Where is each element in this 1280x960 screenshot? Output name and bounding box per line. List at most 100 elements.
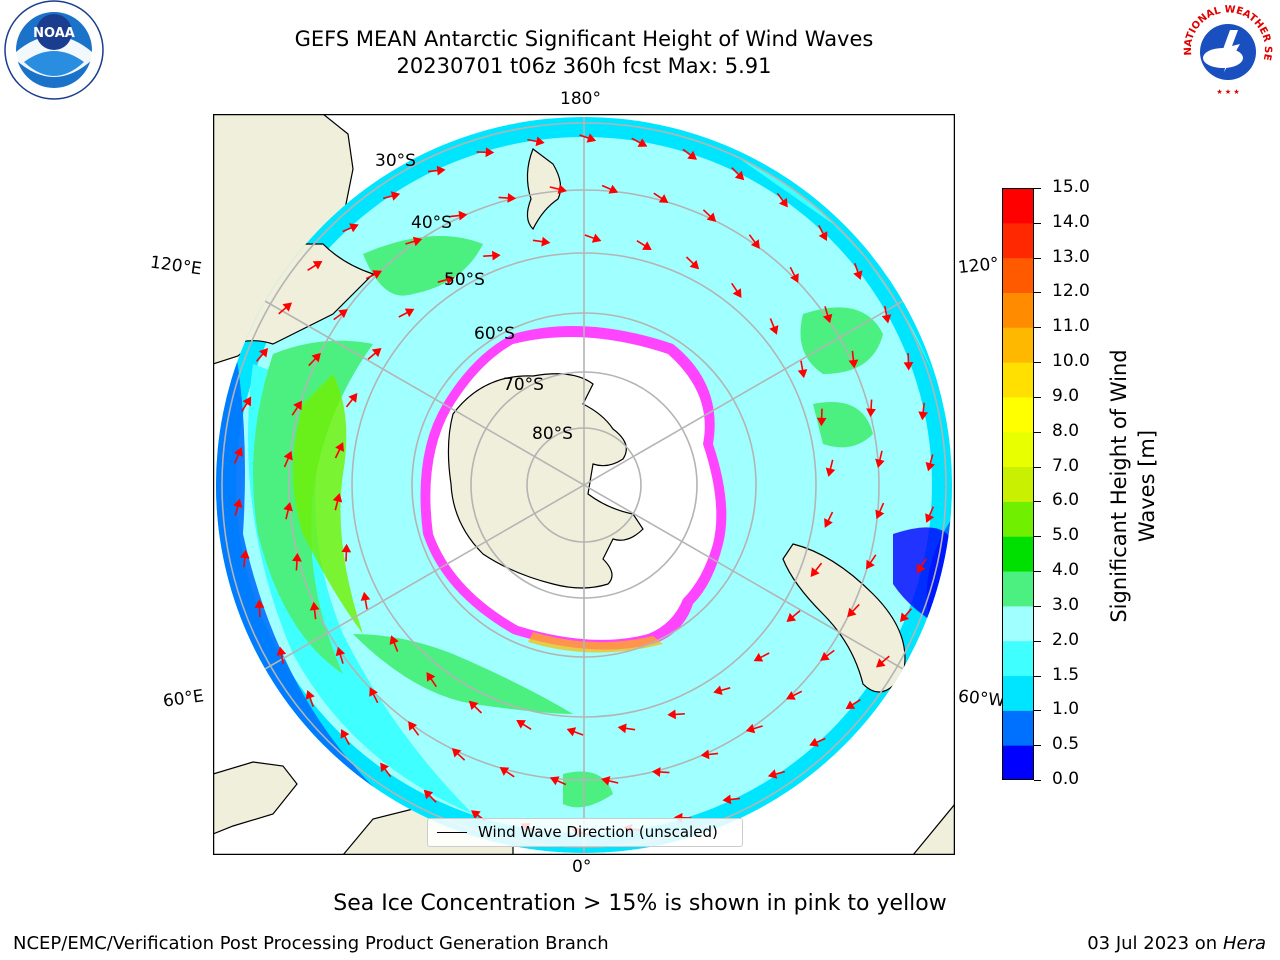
wind-wave-arrowhead [790, 273, 799, 283]
wind-wave-arrowhead [853, 270, 863, 280]
wind-wave-arrowhead [818, 231, 828, 242]
wind-wave-arrowhead [348, 393, 358, 403]
colorbar-tick-label: 1.0 [1052, 699, 1080, 720]
wind-wave-arrowhead [254, 599, 265, 609]
wind-wave-arrowhead [566, 727, 577, 737]
wind-wave-arrowhead [380, 762, 389, 773]
colorbar-segment [1002, 710, 1034, 746]
colorbar-segment [1002, 745, 1034, 781]
colorbar-segment [1002, 605, 1034, 642]
wind-wave-arrowhead [601, 776, 611, 786]
longitude-grid [264, 117, 904, 853]
colorbar-segment [1002, 675, 1034, 711]
colorbar-tick-label: 0.0 [1052, 769, 1080, 789]
polar-map [213, 114, 955, 855]
colorbar-segment [1002, 257, 1034, 293]
chart-title-line1: GEFS MEAN Antarctic Significant Height o… [294, 27, 874, 51]
wind-wave-arrowhead [485, 147, 495, 158]
wind-wave-arrowhead [426, 672, 436, 682]
wind-wave-arrowhead [667, 709, 676, 720]
wind-wave-arrowhead [875, 509, 885, 520]
wind-wave-arrowhead [637, 138, 648, 147]
wind-wave-arrowhead [745, 723, 756, 734]
wind-wave-arrowhead [918, 411, 929, 421]
wind-wave-arrowhead [750, 239, 760, 249]
colorbar-segment [1002, 222, 1034, 259]
wind-wave-arrowhead [390, 191, 401, 201]
wind-wave-arrowhead [499, 767, 510, 776]
wind-wave-arrowhead [820, 651, 830, 661]
wind-wave-arrowhead [341, 543, 352, 553]
wind-wave-arrowhead [239, 549, 250, 559]
wind-wave-arrowhead [608, 184, 619, 194]
colorbar-tick-label: 0.5 [1052, 734, 1080, 755]
wind-wave-arrowhead [658, 194, 669, 203]
wind-wave-arrowhead [535, 136, 545, 147]
wind-wave-arrowhead [916, 563, 926, 574]
colorbar-tick-mark [1034, 745, 1041, 747]
chart-title-line2: 20230701 t06z 360h fcst Max: 5.91 [396, 54, 772, 78]
colorbar-tick-mark [1034, 257, 1041, 259]
colorbar-segment [1002, 362, 1034, 398]
wind-wave-arrowhead [549, 776, 560, 786]
lon-label-top: 180° [560, 89, 601, 109]
wind-wave-arrowhead [769, 325, 779, 335]
colorbar-tick-label: 13.0 [1052, 246, 1090, 267]
wind-wave-arrowhead [875, 458, 885, 468]
noaa-logo: NOAA [2, 0, 106, 104]
wind-wave-arrowhead [541, 236, 551, 247]
colorbar-tick-mark [1034, 536, 1041, 538]
wind-wave-arrowhead [734, 170, 745, 181]
colorbar-tick-mark [1034, 188, 1041, 189]
colorbar-tick-mark [1034, 362, 1041, 364]
colorbar-tick-label: 15.0 [1052, 177, 1090, 197]
wind-wave-arrowhead [468, 700, 479, 711]
wind-wave-arrowhead [866, 559, 875, 570]
footer-machine: Hera [1222, 933, 1266, 954]
colorbar-tick-label: 14.0 [1052, 211, 1090, 232]
colorbar [1002, 188, 1034, 781]
wind-wave-arrowhead [722, 794, 732, 805]
wind-wave-arrows [233, 133, 935, 837]
wind-wave-arrowhead [360, 591, 371, 601]
wind-wave-arrowhead [651, 767, 661, 777]
footer-date-prefix: 03 Jul 2023 on [1087, 933, 1223, 954]
colorbar-tick-label: 1.5 [1052, 664, 1080, 685]
wind-wave-arrowhead [233, 498, 243, 509]
wave-green-region-west [253, 340, 373, 674]
wind-wave-arrowhead [412, 236, 423, 247]
wind-wave-arrowhead [816, 417, 827, 427]
colorbar-tick-mark [1034, 571, 1041, 573]
wind-wave-arrowhead [282, 302, 293, 312]
colorbar-tick-label: 8.0 [1052, 420, 1080, 441]
colorbar-tick-mark [1034, 780, 1041, 781]
legend-label: Wind Wave Direction (unscaled) [478, 823, 718, 841]
wind-wave-arrowhead [423, 789, 434, 800]
lon-label-right-lower: 60°W [957, 686, 1006, 712]
wind-wave-arrowhead [847, 607, 857, 618]
wind-wave-arrowhead [779, 197, 788, 208]
colorbar-segment [1002, 536, 1034, 572]
colorbar-tick-mark [1034, 396, 1041, 398]
wind-wave-arrowhead [458, 210, 468, 221]
wind-wave-arrowhead [810, 567, 820, 577]
wind-wave-arrowhead [309, 601, 320, 611]
sea-ice-note: Sea Ice Concentration > 15% is shown in … [333, 891, 947, 916]
colorbar-tick-mark [1034, 640, 1041, 642]
wind-wave-arrowhead [822, 313, 833, 324]
wind-wave-arrowhead [389, 635, 399, 645]
wind-wave-arrowhead [335, 646, 346, 657]
wind-wave-arrowhead [700, 749, 710, 760]
lat-label-30s: 30°S [375, 151, 416, 171]
wind-wave-arrowhead [881, 314, 892, 324]
colorbar-segment [1002, 640, 1034, 677]
colorbar-tick-mark [1034, 222, 1041, 224]
wind-wave-arrowhead [786, 691, 796, 700]
wind-wave-arrowhead [335, 442, 344, 452]
wind-wave-arrowhead [767, 769, 778, 779]
wind-wave-arrowhead [586, 133, 597, 143]
wind-wave-arrowhead [797, 369, 808, 379]
wind-wave-arrowhead [875, 658, 886, 668]
wind-wave-arrowhead [340, 728, 350, 739]
wind-wave-arrowhead [642, 241, 652, 251]
